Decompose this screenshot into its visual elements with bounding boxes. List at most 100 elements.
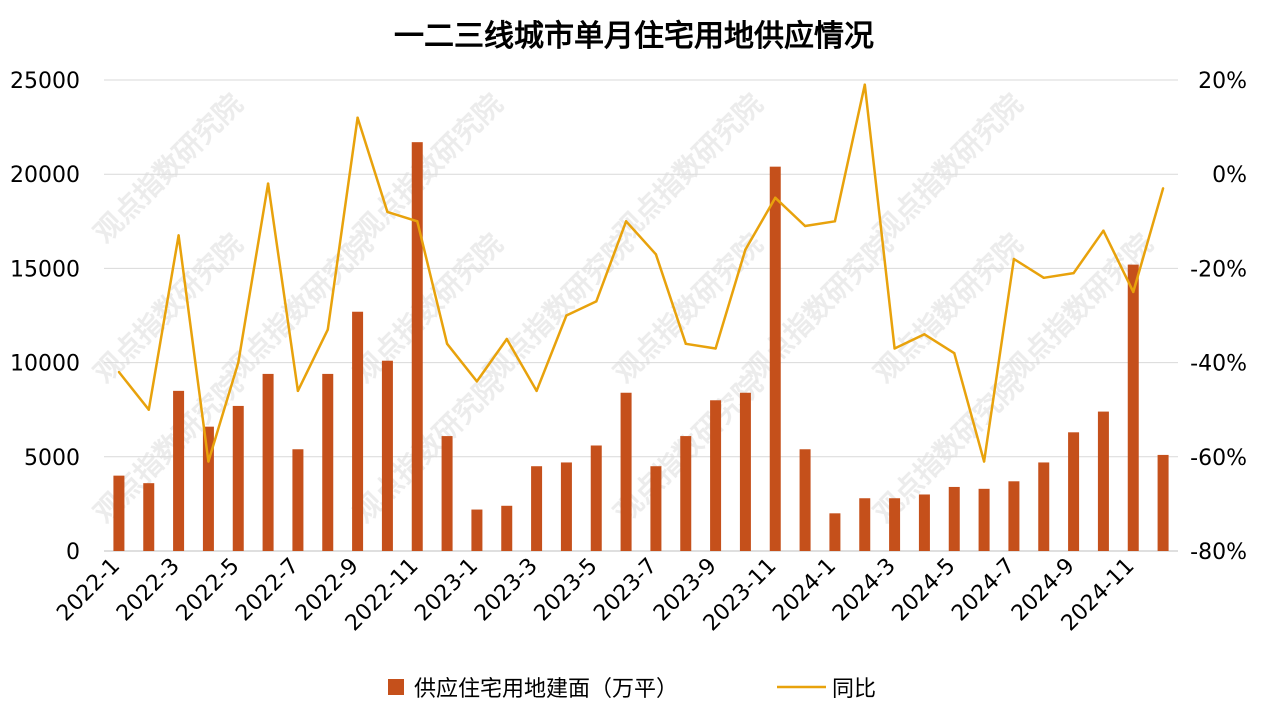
y-left-tick-label: 0 [66, 540, 80, 565]
watermark-text: 观点指数研究院 [607, 87, 769, 249]
bar-2024-12 [1157, 454, 1169, 551]
bar-2024-11 [1127, 264, 1139, 551]
legend: 供应住宅用地建面（万平） 同比 [388, 677, 876, 702]
bar-2023-11 [769, 166, 781, 551]
x-tick-label: 2023-3 [470, 554, 543, 627]
watermark-text: 观点指数研究院 [87, 87, 249, 249]
yoy-point-2023-4 [565, 314, 568, 317]
y-right-tick-label: -40% [1190, 352, 1247, 377]
bar-2022-12 [441, 436, 453, 551]
watermark-text: 观点指数研究院 [867, 87, 1029, 249]
x-tick-label: 2024-3 [828, 554, 901, 627]
bar-series [113, 142, 1169, 551]
yoy-point-2024-7 [1012, 257, 1016, 261]
yoy-point-2023-1 [475, 380, 479, 383]
yoy-point-2023-7 [654, 253, 658, 256]
bar-2024-3 [889, 498, 901, 551]
yoy-point-2022-8 [326, 328, 329, 331]
y-left-tick-labels: 0 5000 10000 15000 20000 25000 [10, 69, 80, 565]
x-tick-label: 2023-7 [589, 554, 662, 627]
legend-bar-label: 供应住宅用地建面（万平） [414, 677, 678, 702]
yoy-point-2022-9 [356, 116, 359, 119]
yoy-point-2024-3 [893, 347, 896, 350]
yoy-point-2022-6 [266, 182, 270, 185]
bar-2023-6 [620, 392, 632, 551]
yoy-point-2024-12 [1161, 187, 1165, 190]
bar-2024-7 [1008, 481, 1020, 551]
yoy-point-2022-12 [445, 342, 449, 345]
yoy-point-2024-9 [1072, 271, 1075, 275]
gridlines [104, 79, 1178, 552]
bar-2023-5 [590, 445, 602, 551]
y-left-tick-label: 5000 [24, 446, 80, 471]
bar-2022-2 [143, 483, 155, 551]
bar-2022-11 [411, 142, 423, 551]
yoy-point-2023-9 [714, 347, 717, 350]
yoy-line [117, 83, 1165, 463]
yoy-point-2023-5 [595, 300, 598, 303]
bar-2022-6 [262, 373, 274, 551]
watermark-text: 观点指数研究院 [347, 367, 509, 529]
x-tick-labels: 2022-12022-32022-52022-72022-92022-11202… [52, 554, 1139, 637]
bar-2023-9 [710, 400, 722, 551]
chart-title: 一二三线城市单月住宅用地供应情况 [394, 19, 874, 54]
bar-2024-2 [859, 498, 871, 551]
bar-2022-1 [113, 475, 125, 551]
bar-2022-8 [322, 373, 334, 551]
yoy-point-2022-10 [386, 210, 389, 214]
bar-2023-10 [739, 392, 751, 551]
yoy-point-2024-10 [1102, 229, 1105, 232]
x-tick-label: 2023-1 [410, 554, 483, 627]
x-tick-label: 2022-7 [231, 554, 304, 627]
bar-2023-7 [650, 466, 662, 551]
yoy-point-2022-11 [416, 220, 419, 223]
bar-2024-1 [829, 513, 841, 551]
yoy-point-2023-6 [624, 220, 628, 223]
yoy-point-2024-2 [863, 83, 866, 86]
bar-2024-4 [918, 494, 930, 551]
x-tick-label: 2024-1 [768, 554, 841, 627]
x-tick-label: 2022-3 [112, 554, 185, 627]
yoy-point-2022-5 [237, 361, 240, 364]
x-tick-label: 2022-1 [52, 554, 125, 627]
bar-2024-9 [1068, 432, 1080, 551]
yoy-point-2022-4 [207, 460, 210, 463]
x-tick-label: 2024-5 [888, 554, 961, 627]
yoy-point-2024-8 [1042, 276, 1045, 280]
yoy-point-2024-6 [982, 460, 986, 463]
yoy-point-2023-12 [803, 224, 807, 228]
yoy-point-2023-8 [684, 342, 687, 345]
legend-bar-swatch [388, 679, 404, 695]
x-tick-label: 2022-5 [172, 554, 245, 627]
bar-2022-5 [232, 405, 244, 551]
watermark-text: 观点指数研究院 [347, 87, 509, 249]
legend-line-label: 同比 [832, 677, 876, 702]
yoy-point-2023-10 [744, 248, 747, 251]
bar-2022-4 [202, 426, 214, 551]
yoy-point-2024-11 [1132, 290, 1135, 294]
bar-2023-3 [531, 466, 543, 551]
y-right-tick-labels: -80% -60% -40% -20% 0% 20% [1190, 69, 1247, 565]
y-right-tick-label: -60% [1190, 446, 1247, 471]
yoy-point-2022-3 [177, 234, 180, 237]
bar-2024-10 [1097, 411, 1109, 551]
x-tick-label: 2023-5 [530, 554, 603, 627]
y-right-tick-label: -20% [1190, 257, 1247, 282]
x-tick-label: 2024-7 [947, 554, 1020, 627]
yoy-point-2023-3 [535, 389, 538, 393]
yoy-point-2024-1 [833, 220, 837, 223]
bar-2023-2 [501, 505, 513, 551]
bar-2022-7 [292, 449, 304, 551]
bar-2023-12 [799, 449, 811, 551]
bar-2022-9 [352, 311, 364, 551]
yoy-point-2022-1 [117, 370, 121, 374]
yoy-point-2024-4 [923, 333, 926, 336]
bar-2024-5 [948, 486, 960, 551]
y-right-tick-label: 20% [1198, 69, 1247, 94]
bar-2023-8 [680, 436, 692, 551]
bar-2023-4 [560, 462, 572, 551]
watermark-text: 观点指数研究院 [87, 367, 249, 529]
yoy-point-2022-2 [147, 408, 150, 411]
bar-2024-8 [1038, 462, 1050, 551]
